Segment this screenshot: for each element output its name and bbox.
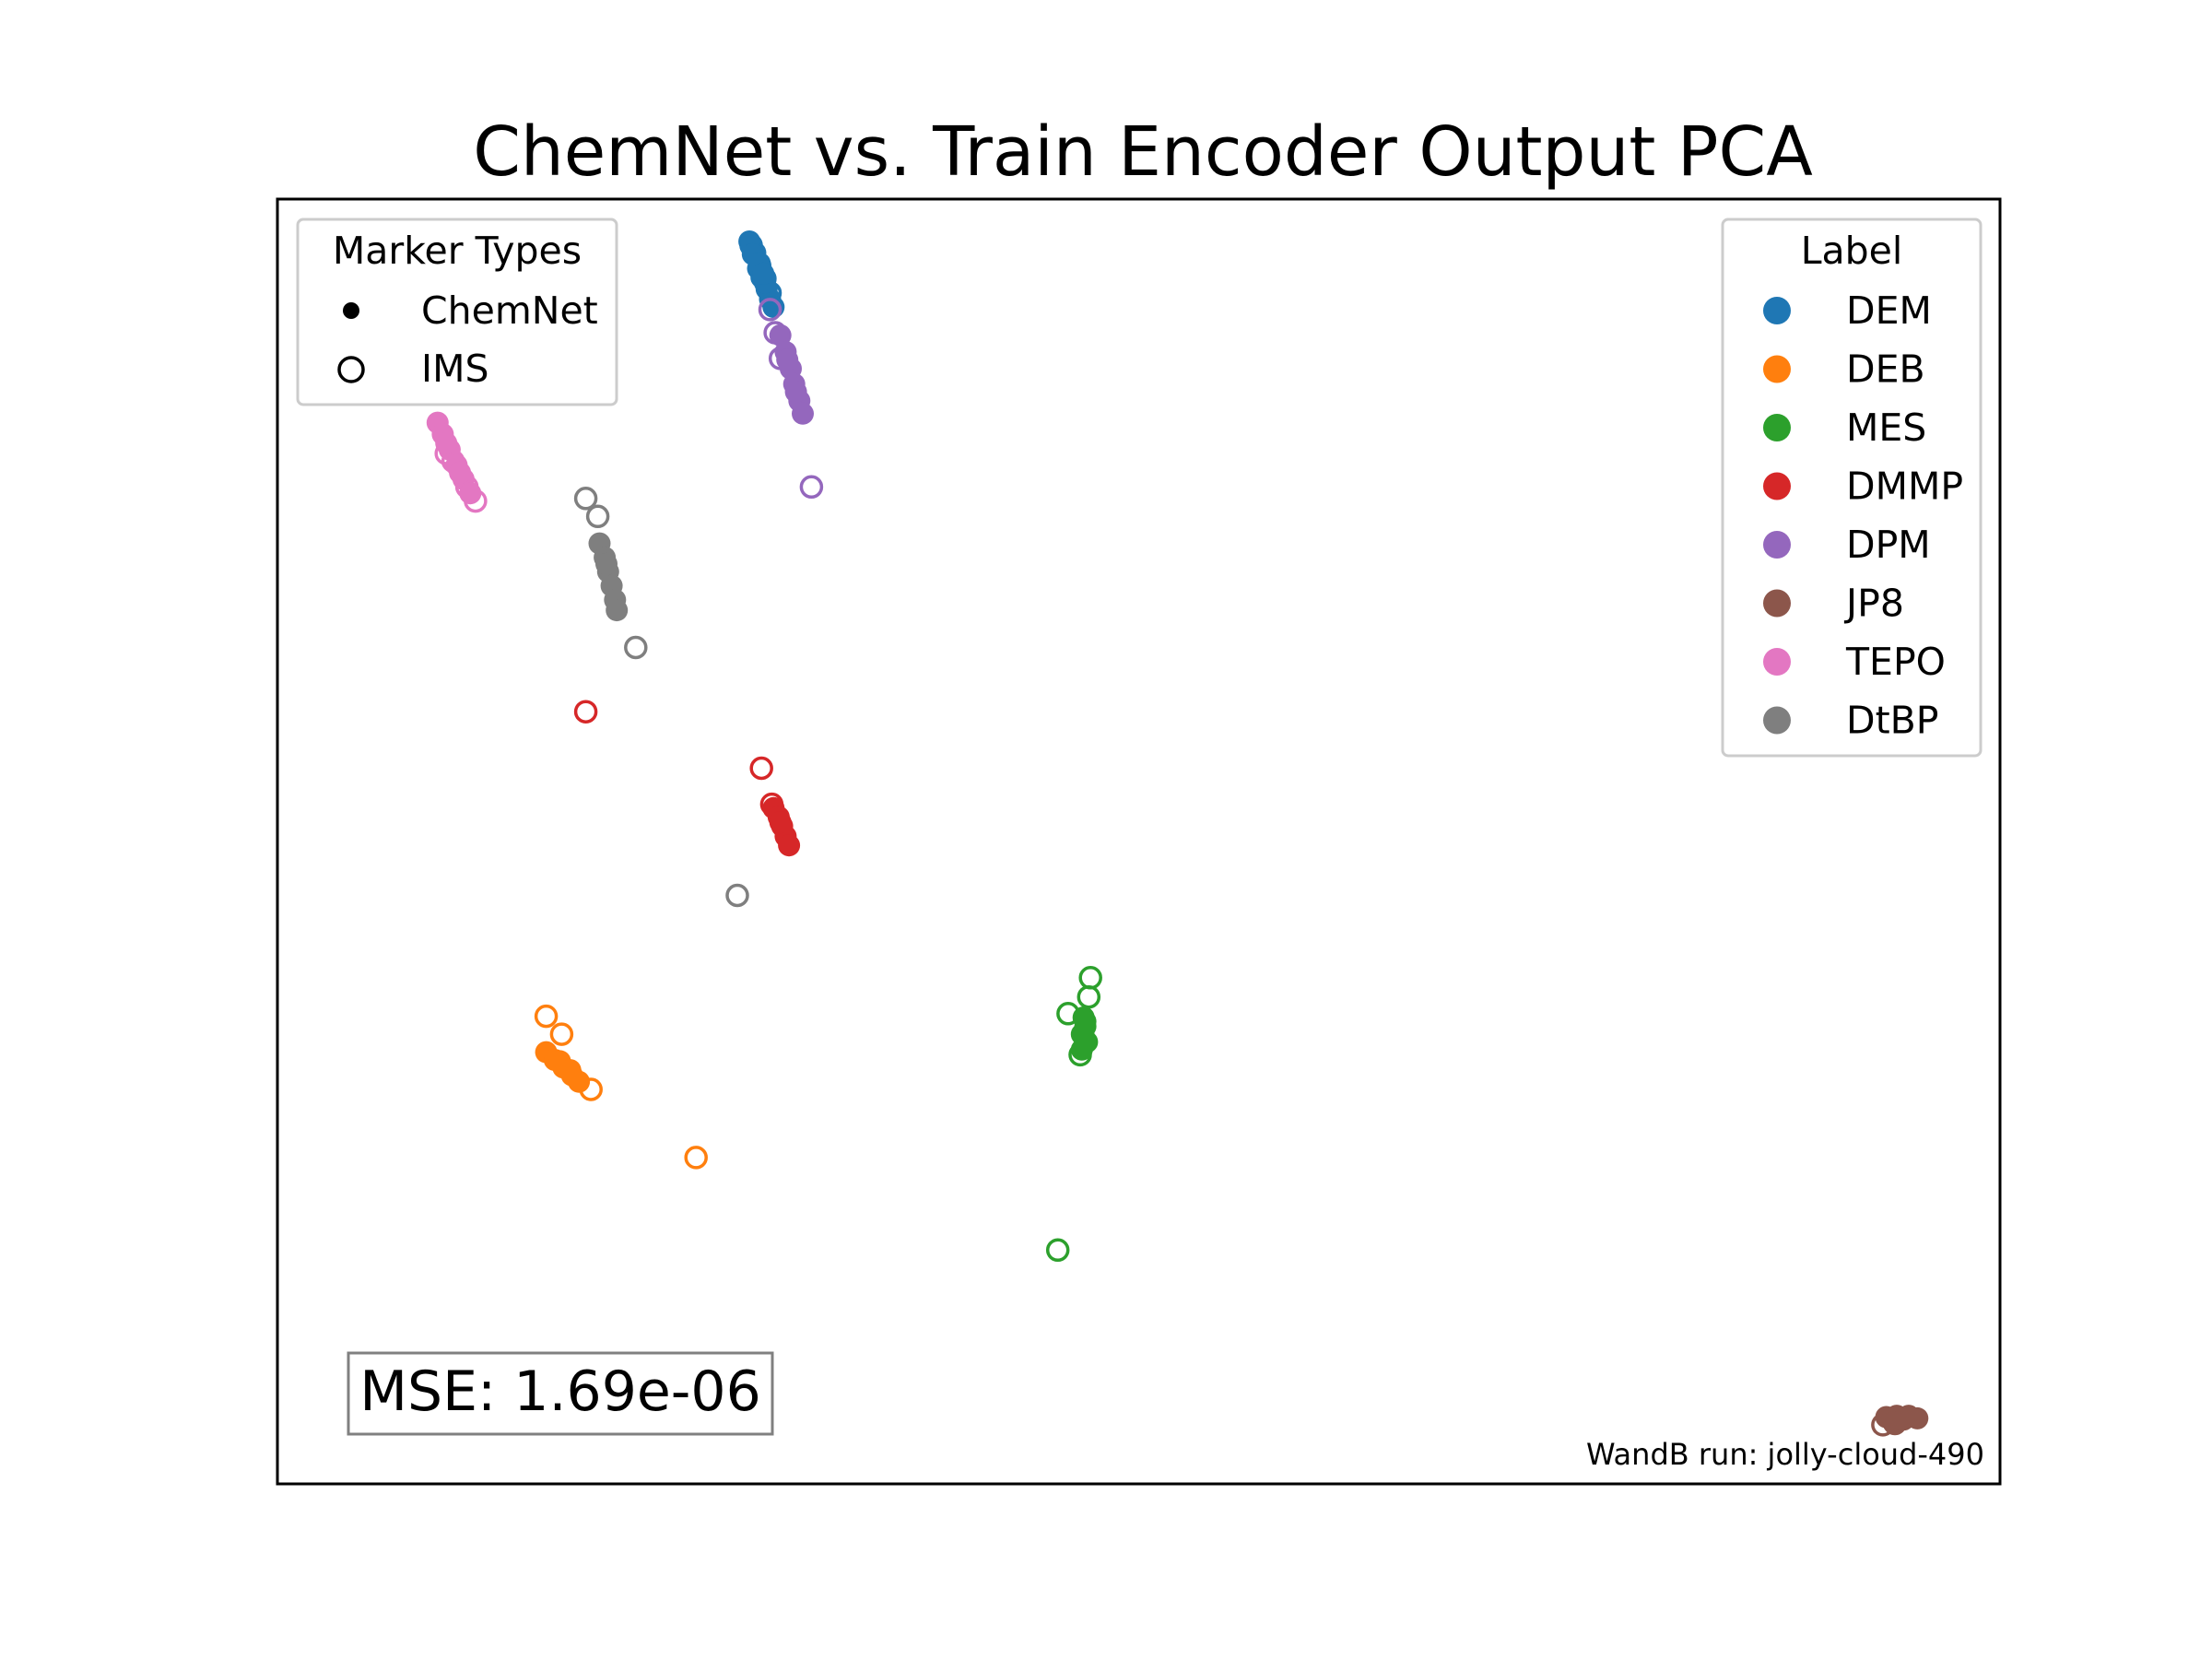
legend-marker-tepo <box>1763 648 1791 676</box>
legend-label-mes: MES <box>1846 406 1926 450</box>
legend-marker-jp8 <box>1763 589 1791 618</box>
legend-marker-dem <box>1763 297 1791 324</box>
legend-marker-dtbp <box>1763 706 1791 735</box>
dem-chemnet-point <box>752 262 775 285</box>
mse-annotation: MSE: 1.69e-06 <box>347 1351 774 1436</box>
legend-marker-mes <box>1763 414 1791 441</box>
points-layer <box>426 230 1929 1437</box>
marker-legend-box <box>296 218 618 406</box>
ims-marker-icon <box>337 356 365 383</box>
label-legend-title: Label <box>1801 229 1903 273</box>
dtbp-ims-point <box>624 635 648 660</box>
mes-chemnet-point <box>1072 1024 1095 1047</box>
legend-label-dpm: DPM <box>1846 523 1931 567</box>
dtbp-ims-point <box>585 504 610 529</box>
jp8-chemnet-point <box>1892 1408 1915 1431</box>
marker-legend-label-ims: IMS <box>421 347 489 391</box>
dpm-chemnet-point <box>784 381 807 404</box>
chart-title: ChemNet vs. Train Encoder Output PCA <box>473 112 1813 192</box>
tepo-chemnet-point <box>435 431 458 454</box>
dmmp-chemnet-point <box>769 811 792 834</box>
dmmp-chemnet-point <box>778 834 801 857</box>
dpm-chemnet-point <box>776 348 799 371</box>
marker-legend-title: Marker Types <box>333 229 582 273</box>
dpm-chemnet-point <box>792 402 814 425</box>
legend-label-tepo: TEPO <box>1845 640 1946 684</box>
wandb-run-label: WandB run: jolly-cloud-490 <box>1586 1437 1984 1472</box>
mse-text: MSE: 1.69e-06 <box>359 1359 761 1424</box>
dtbp-chemnet-point <box>595 552 618 575</box>
legend-label-jp8: JP8 <box>1843 582 1904 626</box>
legend-marker-dmmp <box>1763 472 1791 500</box>
mse-box <box>347 1351 774 1436</box>
dtbp-chemnet-point <box>606 599 629 622</box>
dtbp-ims-point <box>725 883 749 908</box>
tepo-chemnet-point <box>459 482 482 505</box>
deb-ims-point <box>534 1004 559 1029</box>
deb-ims-point <box>549 1022 574 1046</box>
label-legend-box <box>1721 218 1983 758</box>
label-legend: Label DEM DEB MES DMMP DPM JP8 TEPO DtBP <box>1721 218 1983 758</box>
chemnet-marker-icon <box>343 302 359 319</box>
marker-legend: Marker Types ChemNet IMS <box>296 218 618 406</box>
plot-frame <box>276 197 2002 1486</box>
legend-label-dtbp: DtBP <box>1846 699 1939 743</box>
legend-label-dem: DEM <box>1846 288 1932 333</box>
dmmp-ims-point <box>573 700 598 724</box>
legend-marker-dpm <box>1763 531 1791 559</box>
deb-chemnet-point <box>559 1059 582 1082</box>
legend-marker-deb <box>1763 355 1791 383</box>
dtbp-ims-point <box>573 487 598 511</box>
dmmp-ims-point <box>749 756 773 781</box>
deb-ims-point <box>684 1146 708 1170</box>
marker-legend-label-chemnet: ChemNet <box>421 288 598 333</box>
dpm-chemnet-point <box>769 324 792 347</box>
dpm-ims-point <box>799 475 824 500</box>
legend-label-deb: DEB <box>1846 347 1925 392</box>
legend-label-dmmp: DMMP <box>1846 465 1963 509</box>
mes-ims-point <box>1077 984 1101 1009</box>
mes-ims-point <box>1045 1238 1070 1263</box>
tepo-chemnet-point <box>449 461 472 484</box>
dpm-ims-point <box>758 298 782 322</box>
